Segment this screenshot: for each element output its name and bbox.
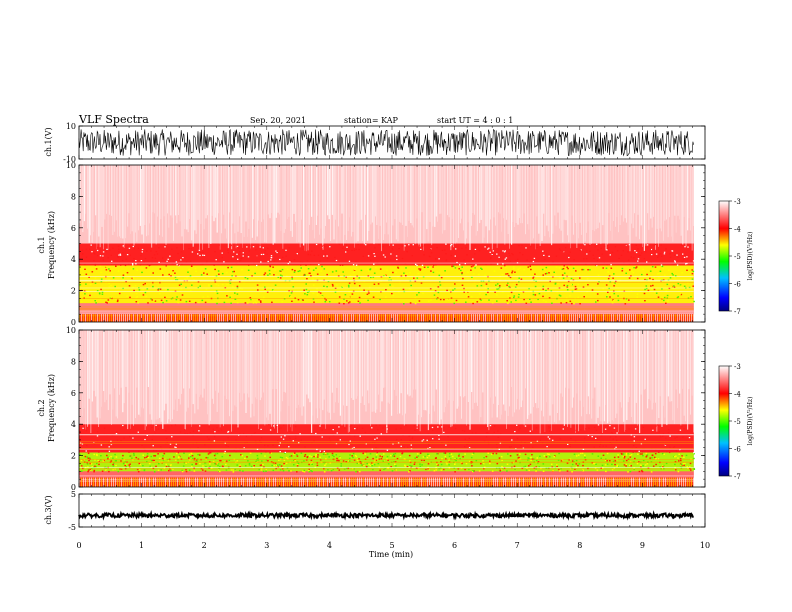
x-tick-label: 4 xyxy=(327,541,332,550)
colorbar-tick-label: -7 xyxy=(734,308,741,316)
colorbar-label: log(PSD)(V²/Hz) xyxy=(747,397,754,446)
y-tick-label: 10 xyxy=(66,326,76,335)
ch1-spectrogram-ylabel: ch.1 Frequency (kHz) xyxy=(37,211,56,279)
spectral-band xyxy=(79,471,694,478)
colorbar-tick-label: -3 xyxy=(734,363,741,371)
y-tick-label: -5 xyxy=(68,523,76,532)
y-tick-label: 6 xyxy=(71,224,76,233)
x-tick-label: 10 xyxy=(700,541,710,550)
spectral-band xyxy=(79,477,694,487)
y-tick-label: 4 xyxy=(71,420,76,429)
colorbar-tick-label: -3 xyxy=(734,198,741,206)
y-tick-label: 10 xyxy=(66,161,76,170)
colorbar-label: log(PSD)(V²/Hz) xyxy=(747,232,754,281)
figure-title: VLF Spectra xyxy=(78,113,149,126)
station-label: station= KAP xyxy=(344,116,399,125)
y-tick-label: 8 xyxy=(71,192,76,201)
y-tick-label: 10 xyxy=(66,122,76,131)
ch1-spectrogram-panel: 0 2 4 6 8 10 xyxy=(66,161,706,327)
y-tick-label: 2 xyxy=(71,452,76,461)
ch1-waveform-panel: 10 -10 xyxy=(63,122,706,164)
x-axis-label: Time (min) xyxy=(369,550,413,559)
date-label: Sep. 20, 2021 xyxy=(250,116,306,125)
spectral-band xyxy=(79,243,694,266)
svg-text:Frequency (kHz): Frequency (kHz) xyxy=(47,374,56,442)
waveform-trace xyxy=(78,509,694,521)
y-tick-label: 6 xyxy=(71,389,76,398)
y-tick-label: 0 xyxy=(71,483,76,492)
svg-text:Frequency (kHz): Frequency (kHz) xyxy=(47,211,56,279)
y-tick-label: 5 xyxy=(71,490,76,499)
x-tick-label: 1 xyxy=(139,541,144,550)
ch1-waveform-ylabel: ch.1(V) xyxy=(44,127,53,156)
x-tick-label: 7 xyxy=(515,541,520,550)
colorbar-tick-label: -5 xyxy=(734,418,741,426)
colorbar-tick-label: -4 xyxy=(734,391,741,399)
svg-text:ch.1: ch.1 xyxy=(37,236,46,253)
ch3-waveform-panel: 5 -5 xyxy=(68,490,706,532)
colorbar-tick-label: -6 xyxy=(734,446,741,454)
colorbar-tick-label: -7 xyxy=(734,473,741,481)
start-time-label: start UT = 4 : 0 : 1 xyxy=(437,116,513,125)
ch2-spectrogram-ylabel: ch.2 Frequency (kHz) xyxy=(37,374,56,442)
ch2-colorbar: -3 -4 -5 -6 -7 log(PSD)(V²/Hz) xyxy=(718,363,754,481)
y-tick-label: 4 xyxy=(71,255,76,264)
svg-text:ch.2: ch.2 xyxy=(37,399,46,416)
x-tick-label: 6 xyxy=(452,541,457,550)
x-tick-label: 8 xyxy=(577,541,582,550)
ch1-colorbar: -3 -4 -5 -6 -7 log(PSD)(V²/Hz) xyxy=(718,198,754,316)
spectral-band xyxy=(79,314,694,322)
spectrogram-texture xyxy=(79,165,695,322)
colorbar-gradient xyxy=(718,200,730,312)
y-tick-label: 0 xyxy=(71,318,76,327)
y-tick-label: -10 xyxy=(63,155,76,164)
colorbar-tick-label: -6 xyxy=(734,281,741,289)
x-tick-label: 9 xyxy=(640,541,645,550)
colorbar-tick-label: -5 xyxy=(734,253,741,261)
x-tick-label: 2 xyxy=(202,541,207,550)
colorbar-tick-label: -4 xyxy=(734,226,741,234)
x-tick-label: 0 xyxy=(76,541,81,550)
ch2-spectrogram-panel: 0 2 4 6 8 10 xyxy=(66,326,706,492)
colorbar-gradient xyxy=(718,365,730,477)
panel-frame xyxy=(78,493,706,528)
waveform-trace xyxy=(78,128,694,157)
x-tick-label: 5 xyxy=(389,541,394,550)
x-tick-label: 3 xyxy=(264,541,269,550)
y-tick-label: 8 xyxy=(71,357,76,366)
y-tick-label: 2 xyxy=(71,287,76,296)
ch3-waveform-ylabel: ch.3(V) xyxy=(44,495,53,524)
spectrogram-texture xyxy=(79,330,696,487)
x-axis: 0 1 2 3 4 5 6 7 8 9 10 xyxy=(76,541,710,550)
